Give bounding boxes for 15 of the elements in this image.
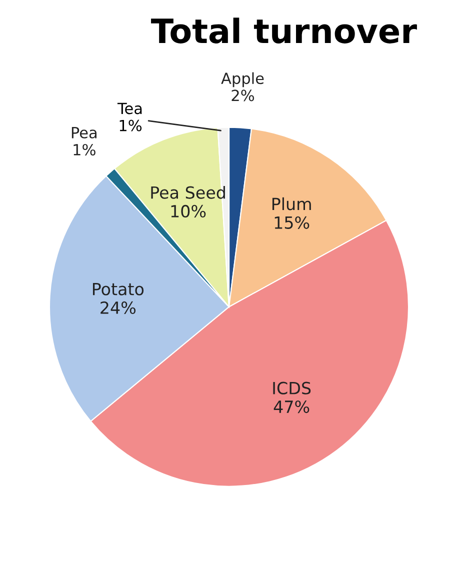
data-label: 47%	[274, 400, 310, 414]
slice-label: Tea	[117, 102, 142, 114]
slice-label: Plum	[272, 197, 311, 210]
slice-label: Potato	[92, 282, 144, 296]
data-label: 15%	[274, 216, 310, 229]
slice-label: Pea Seed	[151, 186, 225, 199]
data-label: 1%	[120, 120, 142, 132]
slice-label: Pea	[72, 127, 96, 138]
slice-label: Apple	[221, 72, 264, 88]
data-label: 24%	[100, 301, 136, 314]
slice-label: ICDS	[273, 382, 311, 394]
data-label: 1%	[74, 144, 96, 156]
chart-title: Total turnover	[151, 18, 417, 44]
data-label: 10%	[171, 204, 206, 218]
data-label: 2%	[232, 90, 254, 102]
